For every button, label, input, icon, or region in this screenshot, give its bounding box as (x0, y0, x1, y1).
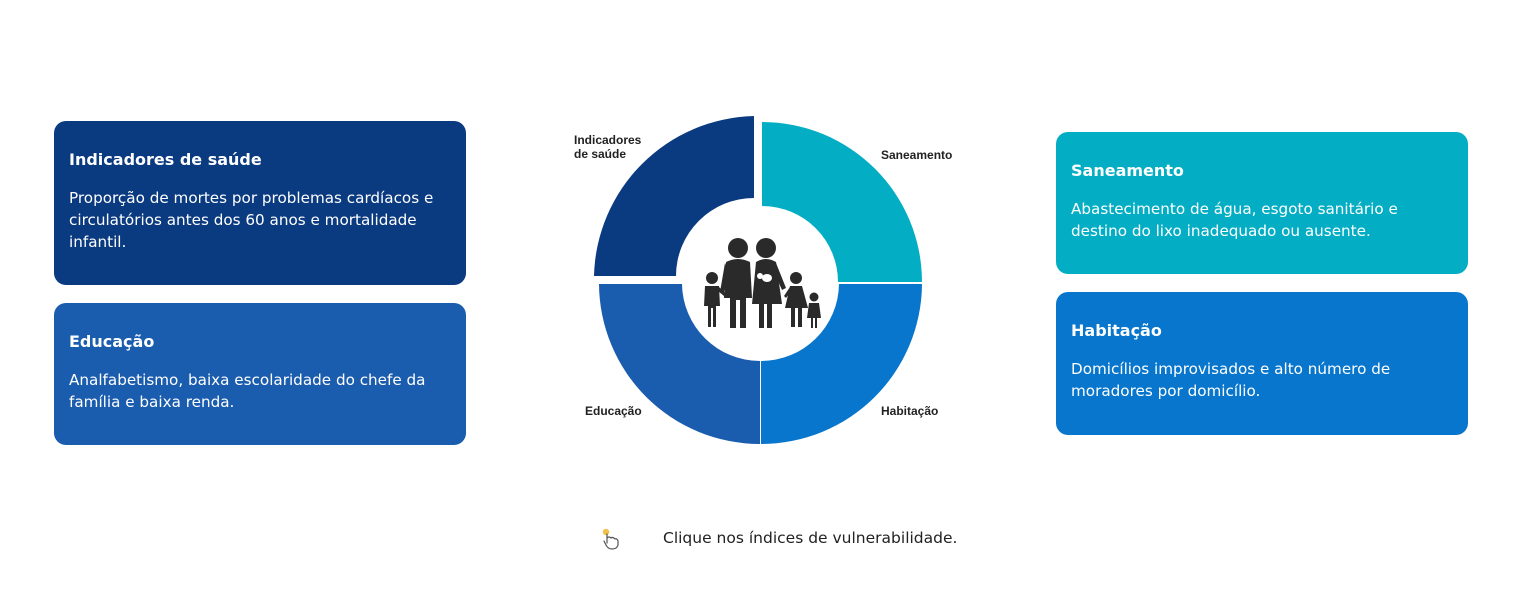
family-icon (704, 238, 821, 328)
card-title: Saneamento (1071, 161, 1184, 180)
label-educacao: Educação (585, 404, 642, 418)
segment-educacao[interactable] (599, 284, 760, 444)
card-saneamento: Saneamento Abastecimento de água, esgoto… (1056, 132, 1468, 274)
card-title: Habitação (1071, 321, 1162, 340)
card-description: Abastecimento de água, esgoto sanitário … (1071, 200, 1398, 240)
label-indicadores-de-saude: Indicadores de saúde (574, 133, 642, 161)
instruction-text: Clique nos índices de vulnerabilidade. (663, 529, 958, 547)
segment-indicadores-de-saude[interactable] (594, 116, 754, 276)
segment-habitacao[interactable] (761, 284, 922, 445)
pointer-hand-icon (602, 528, 619, 550)
card-title: Educação (69, 332, 155, 351)
card-description: Analfabetismo, baixa escolaridade do che… (69, 371, 426, 411)
card-habitacao: Habitação Domicílios improvisados e alto… (1056, 292, 1468, 435)
segment-saneamento[interactable] (762, 122, 922, 282)
label-saneamento: Saneamento (881, 148, 953, 162)
label-habitacao: Habitação (881, 404, 939, 418)
vulnerability-donut-diagram (594, 116, 922, 445)
card-title: Indicadores de saúde (69, 150, 262, 169)
card-indicadores-de-saude: Indicadores de saúde Proporção de mortes… (54, 121, 466, 285)
card-description: Domicílios improvisados e alto número de… (1071, 360, 1391, 400)
card-description: Proporção de mortes por problemas cardía… (69, 189, 434, 251)
card-educacao: Educação Analfabetismo, baixa escolarida… (54, 303, 466, 445)
